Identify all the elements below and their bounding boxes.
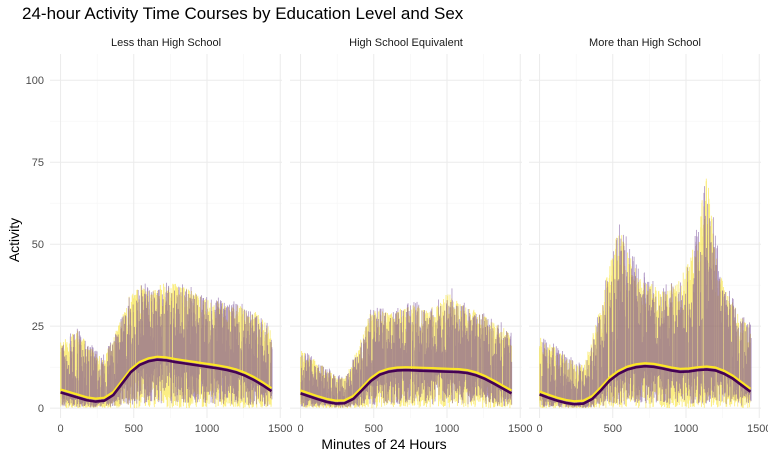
facet-panel: High School Equivalent 0 500 1000 1500 [290,37,532,435]
x-tick-label: 1000 [435,423,459,435]
y-tick-label: 50 [32,239,44,251]
smooth-curve-b [60,358,273,403]
x-tick-label: 1500 [508,423,532,435]
x-tick-label: 0 [57,423,63,435]
x-tick-label: 500 [365,423,383,435]
y-tick-label: 75 [32,157,44,169]
x-tick-label: 500 [125,423,143,435]
smooth-curve-a [60,355,273,400]
smooth-curve-a [539,362,752,403]
x-axis-title: Minutes of 24 Hours [321,436,447,452]
trace-lines-b [61,282,273,408]
x-tick-label: 0 [297,423,303,435]
trace-lines-b [539,186,752,408]
facet-label: High School Equivalent [349,37,463,49]
activity-traces-group-b [539,186,752,408]
x-tick-label: 1500 [747,423,768,435]
x-tick-label: 1500 [268,423,292,435]
chart-title: 24-hour Activity Time Courses by Educati… [22,4,464,23]
x-tick-label: 0 [536,423,542,435]
x-tick-label: 500 [604,423,622,435]
facet-label: More than High School [589,37,701,49]
activity-traces-group-b [61,282,273,408]
y-tick-label: 25 [32,321,44,333]
trace-lines-b [300,288,513,408]
smooth-curve-b [539,364,752,406]
y-tick-label: 100 [26,75,44,87]
x-tick-label: 1000 [195,423,219,435]
activity-traces-group-b [300,288,513,408]
smooth-curve-b [300,368,513,405]
facet-panel: Less than High School 0 500 1000 1500 [50,37,292,435]
y-tick-label: 0 [38,403,44,415]
facet-label: Less than High School [111,37,221,49]
x-tick-label: 1000 [674,423,698,435]
facet-panel: More than High School 0 500 1000 1500 [529,37,768,435]
y-axis-title: Activity [6,217,22,263]
smooth-curve-a [300,366,512,402]
